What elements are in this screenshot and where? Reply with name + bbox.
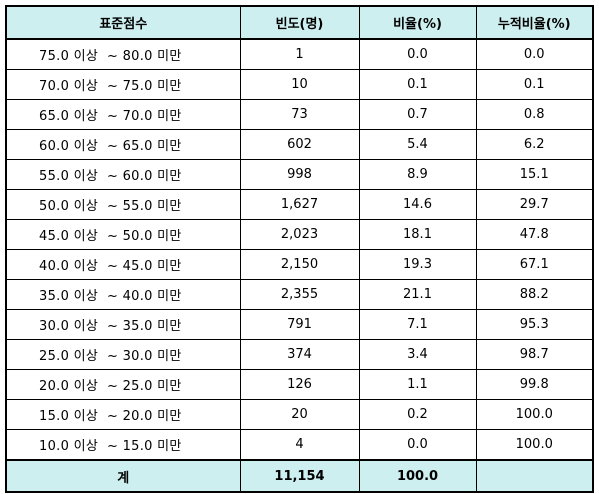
frequency-cell: 602 (239, 129, 360, 160)
ratio-cell: 7.1 (358, 309, 477, 340)
cumulative-ratio-cell: 98.7 (475, 339, 594, 370)
ratio-cell: 14.6 (358, 189, 477, 220)
header-ratio: 비율(%) (358, 5, 477, 40)
total-frequency: 11,154 (239, 459, 360, 493)
table-row: 75.0 이상 ~ 80.0 미만 1 0.0 0.0 (5, 38, 594, 70)
score-range-cell: 10.0 이상 ~ 15.0 미만 (5, 429, 241, 461)
score-distribution-table: 표준점수 빈도(명) 비율(%) 누적비율(%) 75.0 이상 ~ 80.0 … (5, 5, 594, 493)
frequency-cell: 73 (239, 99, 360, 130)
cumulative-ratio-cell: 0.0 (475, 38, 594, 70)
score-range-cell: 50.0 이상 ~ 55.0 미만 (5, 189, 241, 220)
frequency-cell: 2,355 (239, 279, 360, 310)
frequency-cell: 1,627 (239, 189, 360, 220)
score-range-cell: 65.0 이상 ~ 70.0 미만 (5, 99, 241, 130)
score-range-cell: 25.0 이상 ~ 30.0 미만 (5, 339, 241, 370)
frequency-cell: 2,150 (239, 249, 360, 280)
header-frequency: 빈도(명) (239, 5, 360, 40)
score-range-cell: 40.0 이상 ~ 45.0 미만 (5, 249, 241, 280)
ratio-cell: 1.1 (358, 369, 477, 400)
cumulative-ratio-cell: 6.2 (475, 129, 594, 160)
frequency-cell: 791 (239, 309, 360, 340)
frequency-cell: 374 (239, 339, 360, 370)
ratio-cell: 18.1 (358, 219, 477, 250)
score-range-cell: 15.0 이상 ~ 20.0 미만 (5, 399, 241, 430)
table-row: 40.0 이상 ~ 45.0 미만 2,150 19.3 67.1 (5, 249, 594, 280)
ratio-cell: 3.4 (358, 339, 477, 370)
ratio-cell: 21.1 (358, 279, 477, 310)
total-cumulative-ratio (475, 459, 594, 493)
table-row: 30.0 이상 ~ 35.0 미만 791 7.1 95.3 (5, 309, 594, 340)
score-range-cell: 60.0 이상 ~ 65.0 미만 (5, 129, 241, 160)
table-row: 60.0 이상 ~ 65.0 미만 602 5.4 6.2 (5, 129, 594, 160)
cumulative-ratio-cell: 100.0 (475, 399, 594, 430)
table-row: 25.0 이상 ~ 30.0 미만 374 3.4 98.7 (5, 339, 594, 370)
score-range-cell: 30.0 이상 ~ 35.0 미만 (5, 309, 241, 340)
table-row: 20.0 이상 ~ 25.0 미만 126 1.1 99.8 (5, 369, 594, 400)
cumulative-ratio-cell: 0.1 (475, 69, 594, 100)
cumulative-ratio-cell: 15.1 (475, 159, 594, 190)
frequency-cell: 1 (239, 38, 360, 70)
ratio-cell: 8.9 (358, 159, 477, 190)
ratio-cell: 0.2 (358, 399, 477, 430)
frequency-cell: 4 (239, 429, 360, 461)
cumulative-ratio-cell: 99.8 (475, 369, 594, 400)
table-row: 10.0 이상 ~ 15.0 미만 4 0.0 100.0 (5, 429, 594, 461)
score-range-cell: 70.0 이상 ~ 75.0 미만 (5, 69, 241, 100)
score-range-cell: 75.0 이상 ~ 80.0 미만 (5, 38, 241, 70)
score-range-cell: 45.0 이상 ~ 50.0 미만 (5, 219, 241, 250)
table-row: 55.0 이상 ~ 60.0 미만 998 8.9 15.1 (5, 159, 594, 190)
table-body: 75.0 이상 ~ 80.0 미만 1 0.0 0.0 70.0 이상 ~ 75.0 미… (5, 38, 594, 461)
frequency-cell: 998 (239, 159, 360, 190)
score-range-cell: 20.0 이상 ~ 25.0 미만 (5, 369, 241, 400)
cumulative-ratio-cell: 47.8 (475, 219, 594, 250)
table-row: 70.0 이상 ~ 75.0 미만 10 0.1 0.1 (5, 69, 594, 100)
cumulative-ratio-cell: 95.3 (475, 309, 594, 340)
frequency-cell: 126 (239, 369, 360, 400)
cumulative-ratio-cell: 0.8 (475, 99, 594, 130)
table-row: 45.0 이상 ~ 50.0 미만 2,023 18.1 47.8 (5, 219, 594, 250)
header-cumulative-ratio: 누적비율(%) (475, 5, 594, 40)
total-label: 계 (5, 459, 241, 493)
ratio-cell: 19.3 (358, 249, 477, 280)
cumulative-ratio-cell: 67.1 (475, 249, 594, 280)
table-row: 50.0 이상 ~ 55.0 미만 1,627 14.6 29.7 (5, 189, 594, 220)
table-row: 15.0 이상 ~ 20.0 미만 20 0.2 100.0 (5, 399, 594, 430)
table-row: 65.0 이상 ~ 70.0 미만 73 0.7 0.8 (5, 99, 594, 130)
cumulative-ratio-cell: 88.2 (475, 279, 594, 310)
total-ratio: 100.0 (358, 459, 477, 493)
score-range-cell: 35.0 이상 ~ 40.0 미만 (5, 279, 241, 310)
ratio-cell: 0.0 (358, 38, 477, 70)
ratio-cell: 0.0 (358, 429, 477, 461)
table-row: 35.0 이상 ~ 40.0 미만 2,355 21.1 88.2 (5, 279, 594, 310)
frequency-cell: 10 (239, 69, 360, 100)
score-range-cell: 55.0 이상 ~ 60.0 미만 (5, 159, 241, 190)
header-standard-score: 표준점수 (5, 5, 241, 40)
frequency-cell: 20 (239, 399, 360, 430)
frequency-cell: 2,023 (239, 219, 360, 250)
header-row: 표준점수 빈도(명) 비율(%) 누적비율(%) (5, 5, 594, 40)
cumulative-ratio-cell: 100.0 (475, 429, 594, 461)
score-distribution-table-wrapper: 표준점수 빈도(명) 비율(%) 누적비율(%) 75.0 이상 ~ 80.0 … (5, 5, 594, 493)
ratio-cell: 0.7 (358, 99, 477, 130)
ratio-cell: 5.4 (358, 129, 477, 160)
total-row: 계 11,154 100.0 (5, 459, 594, 493)
cumulative-ratio-cell: 29.7 (475, 189, 594, 220)
ratio-cell: 0.1 (358, 69, 477, 100)
